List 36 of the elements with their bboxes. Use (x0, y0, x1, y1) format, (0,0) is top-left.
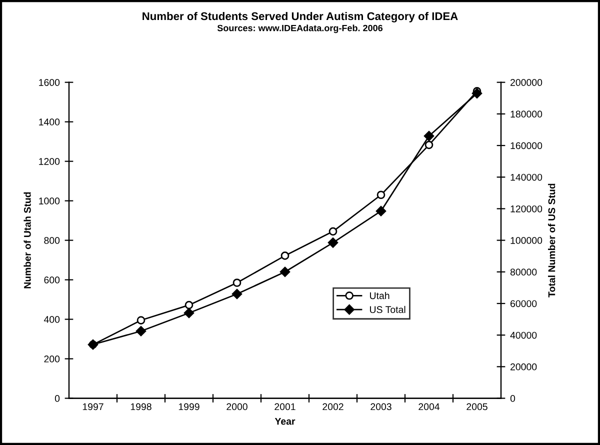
x-tick-label: 1997 (82, 403, 104, 410)
y2-tick-label: 120000 (510, 205, 542, 212)
y-tick-label: 1000 (39, 198, 60, 204)
x-tick-label: 2002 (322, 403, 344, 410)
y-tick-label: 200 (44, 356, 60, 362)
x-axis-title: Year (274, 418, 296, 425)
y2-tick-label: 80000 (510, 268, 537, 276)
y-tick-label: 1200 (39, 158, 60, 165)
y2-tick-label: 160000 (510, 142, 542, 150)
y2-tick-label: 100000 (510, 237, 542, 244)
x-tick-label: 2001 (274, 403, 296, 410)
y-tick-label: 400 (44, 316, 60, 323)
y-tick-label: 800 (44, 237, 60, 244)
y-tick-label: 1400 (39, 118, 60, 126)
x-tick-label: 2005 (466, 403, 488, 410)
y-axis-title: Number of Utah Stud (24, 192, 31, 288)
x-tick-label: 2004 (418, 403, 440, 410)
y2-tick-label: 20000 (510, 363, 537, 370)
legend-label: US Total (370, 306, 406, 314)
y2-axis-title: Total Number of US Stud (548, 184, 556, 298)
y2-tick-label: 40000 (510, 332, 537, 339)
y2-tick-label: 0 (510, 395, 516, 402)
chart-subtitle: Sources: www.IDEAdata.org-Feb. 2006 (217, 24, 383, 34)
x-tick-label: 2003 (370, 403, 392, 410)
y-tick-label: 600 (44, 276, 60, 284)
y-tick-label: 1600 (39, 79, 60, 86)
legend-label: Utah (370, 292, 390, 300)
x-tick-label: 1998 (130, 403, 152, 410)
chart-title: Number of Students Served Under Autism Category of IDEA (142, 12, 458, 22)
y2-tick-label: 180000 (510, 110, 542, 118)
y2-tick-label: 200000 (510, 79, 542, 86)
y2-tick-label: 60000 (510, 300, 537, 308)
x-tick-label: 2000 (226, 403, 248, 410)
y2-tick-label: 140000 (510, 174, 542, 181)
x-tick-label: 1999 (178, 403, 200, 410)
y-tick-label: 0 (54, 395, 60, 402)
